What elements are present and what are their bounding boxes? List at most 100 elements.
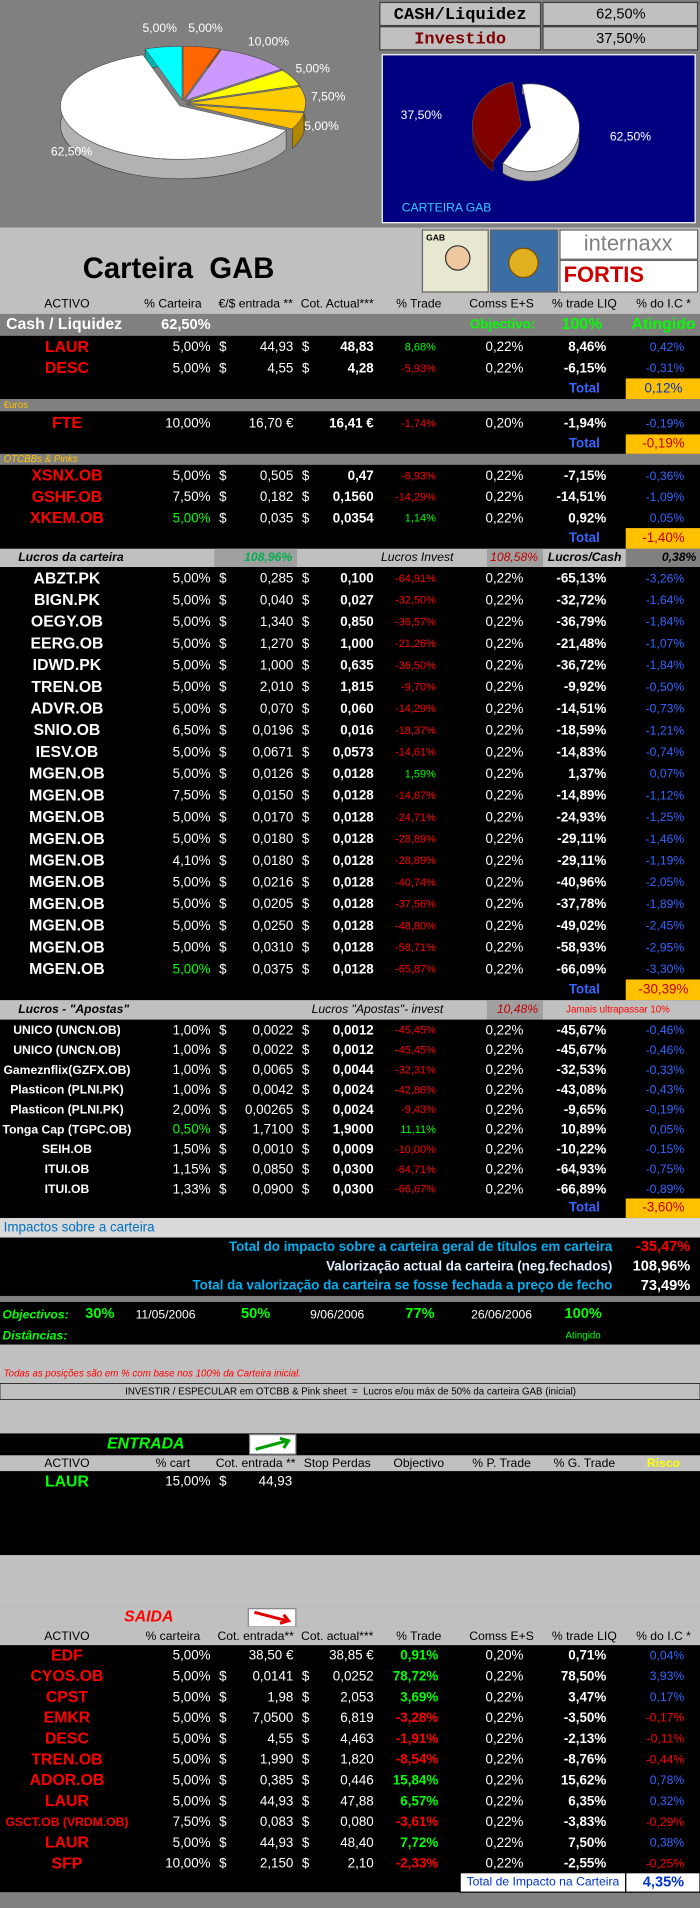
currency: $ bbox=[219, 679, 227, 694]
entrada-arrow bbox=[255, 1436, 291, 1451]
asset-name: LAUR bbox=[45, 1793, 90, 1810]
commission: 0,22% bbox=[486, 788, 524, 803]
asset-name: MGEN.OB bbox=[29, 852, 105, 869]
entry-price: 44,93 bbox=[260, 339, 293, 354]
commission: 0,22% bbox=[486, 592, 524, 607]
allocation: 5,00% bbox=[173, 918, 211, 933]
impact-value: -35,47% bbox=[636, 1239, 690, 1255]
note: INVESTIR / ESPECULAR em OTCBB & Pink she… bbox=[125, 1387, 576, 1398]
trade-pct: -3,61% bbox=[396, 1814, 438, 1829]
current-price: 0,016 bbox=[340, 723, 373, 738]
impact-pct: -0,17% bbox=[646, 1711, 685, 1725]
current-price: 47,88 bbox=[340, 1793, 373, 1808]
currency: $ bbox=[219, 489, 227, 504]
entry-price: 1,340 bbox=[260, 614, 293, 629]
currency: $ bbox=[219, 1062, 227, 1077]
current-price: 0,080 bbox=[340, 1814, 373, 1829]
asset-name: ITUI.OB bbox=[45, 1182, 90, 1196]
trade-liq: 0,92% bbox=[568, 510, 606, 525]
entry-price: 1,990 bbox=[260, 1752, 293, 1767]
asset-name: MGEN.OB bbox=[29, 874, 105, 891]
impacts-title: Impactos sobre a carteira bbox=[4, 1219, 156, 1234]
entry-price: 1,7100 bbox=[252, 1122, 293, 1137]
trade-pct: 15,84% bbox=[393, 1772, 438, 1787]
currency: $ bbox=[302, 1772, 310, 1787]
column-header: % trade LIQ bbox=[552, 1629, 617, 1643]
commission: 0,22% bbox=[486, 1752, 524, 1767]
asset-name: ADVR.OB bbox=[30, 701, 103, 718]
impact-pct: 0,05% bbox=[650, 511, 685, 525]
current-price: 0,0128 bbox=[333, 809, 374, 824]
allocation: 2,00% bbox=[173, 1102, 211, 1117]
allocation: 1,00% bbox=[173, 1082, 211, 1097]
allocation: 1,15% bbox=[173, 1161, 211, 1176]
trade-pct: -58,71% bbox=[395, 942, 436, 954]
impact-pct: -1,09% bbox=[646, 490, 685, 504]
commission: 0,22% bbox=[486, 1793, 524, 1808]
entry-price: 0,0150 bbox=[252, 788, 293, 803]
current-price: 1,815 bbox=[340, 679, 374, 694]
entry-price: 0,083 bbox=[260, 1814, 293, 1829]
asset-name: GSHF.OB bbox=[32, 489, 102, 506]
entry-price: 44,93 bbox=[260, 1793, 293, 1808]
impacts-bg bbox=[0, 1237, 700, 1296]
column-header: % carteira bbox=[145, 1629, 200, 1643]
allocation: 5,00% bbox=[173, 679, 211, 694]
asset-name: UNICO (UNCN.OB) bbox=[13, 1023, 120, 1037]
summary-value-cell bbox=[542, 1, 699, 27]
column-header: Cot. actual*** bbox=[301, 1629, 374, 1643]
currency: $ bbox=[219, 614, 227, 629]
current-price: 0,0300 bbox=[333, 1161, 374, 1176]
allocation: 5,00% bbox=[173, 1772, 211, 1787]
entrada-header-bg bbox=[0, 1455, 700, 1472]
currency: $ bbox=[219, 918, 227, 933]
currency: $ bbox=[219, 766, 227, 781]
divider-value: 10,48% bbox=[497, 1002, 538, 1016]
allocation: 1,33% bbox=[173, 1181, 211, 1196]
column-header: ACTIVO bbox=[44, 1456, 89, 1470]
commission: 0,20% bbox=[486, 1648, 524, 1663]
asset-name: DESC bbox=[45, 1731, 89, 1748]
impact-pct: -0,44% bbox=[646, 1752, 685, 1766]
pie-label: 5,00% bbox=[188, 21, 223, 35]
commission: 0,22% bbox=[486, 744, 524, 759]
impact-pct: -1,12% bbox=[646, 788, 685, 802]
impact-pct: -3,30% bbox=[646, 962, 685, 976]
allocation: 5,00% bbox=[173, 961, 211, 976]
trade-liq: -45,67% bbox=[556, 1022, 606, 1037]
group-bg bbox=[0, 411, 700, 454]
commission: 0,22% bbox=[486, 1142, 524, 1157]
entry-price: 0,182 bbox=[260, 489, 293, 504]
trade-pct: -2,33% bbox=[396, 1856, 438, 1871]
trade-pct: 0,91% bbox=[400, 1648, 438, 1663]
entry-price: 0,0205 bbox=[252, 896, 293, 911]
trade-pct: -5,93% bbox=[401, 363, 436, 375]
entry-price: 0,0671 bbox=[252, 744, 293, 759]
current-price: 2,10 bbox=[348, 1856, 374, 1871]
trade-liq: -49,02% bbox=[556, 918, 606, 933]
cash-bg bbox=[0, 313, 700, 336]
trade-pct: 11,11% bbox=[400, 1124, 436, 1136]
current-price: 0,0573 bbox=[333, 744, 374, 759]
trade-liq: 0,71% bbox=[568, 1648, 606, 1663]
impact-pct: -0,19% bbox=[646, 416, 685, 430]
asset-name: SFP bbox=[52, 1855, 83, 1872]
entry-price: 1,000 bbox=[260, 657, 293, 672]
allocation: 0,50% bbox=[173, 1122, 211, 1137]
summary-label: Investido bbox=[414, 30, 506, 49]
commission: 0,22% bbox=[486, 1710, 524, 1725]
allocation: 1,00% bbox=[173, 1062, 211, 1077]
trade-pct: 7,72% bbox=[400, 1835, 438, 1850]
asset-name: FTE bbox=[52, 415, 82, 432]
asset-name: XSNX.OB bbox=[31, 468, 102, 485]
commission: 0,22% bbox=[486, 831, 524, 846]
trade-pct: -9,70% bbox=[401, 682, 436, 694]
trade-liq: -43,08% bbox=[556, 1082, 606, 1097]
currency: $ bbox=[302, 831, 310, 846]
current-price: 0,0128 bbox=[333, 788, 374, 803]
asset-name: MGEN.OB bbox=[29, 787, 105, 804]
note-box bbox=[0, 1383, 700, 1400]
commission: 0,22% bbox=[486, 896, 524, 911]
current-price: 0,0128 bbox=[333, 961, 374, 976]
entry-price: 0,0900 bbox=[252, 1181, 293, 1196]
